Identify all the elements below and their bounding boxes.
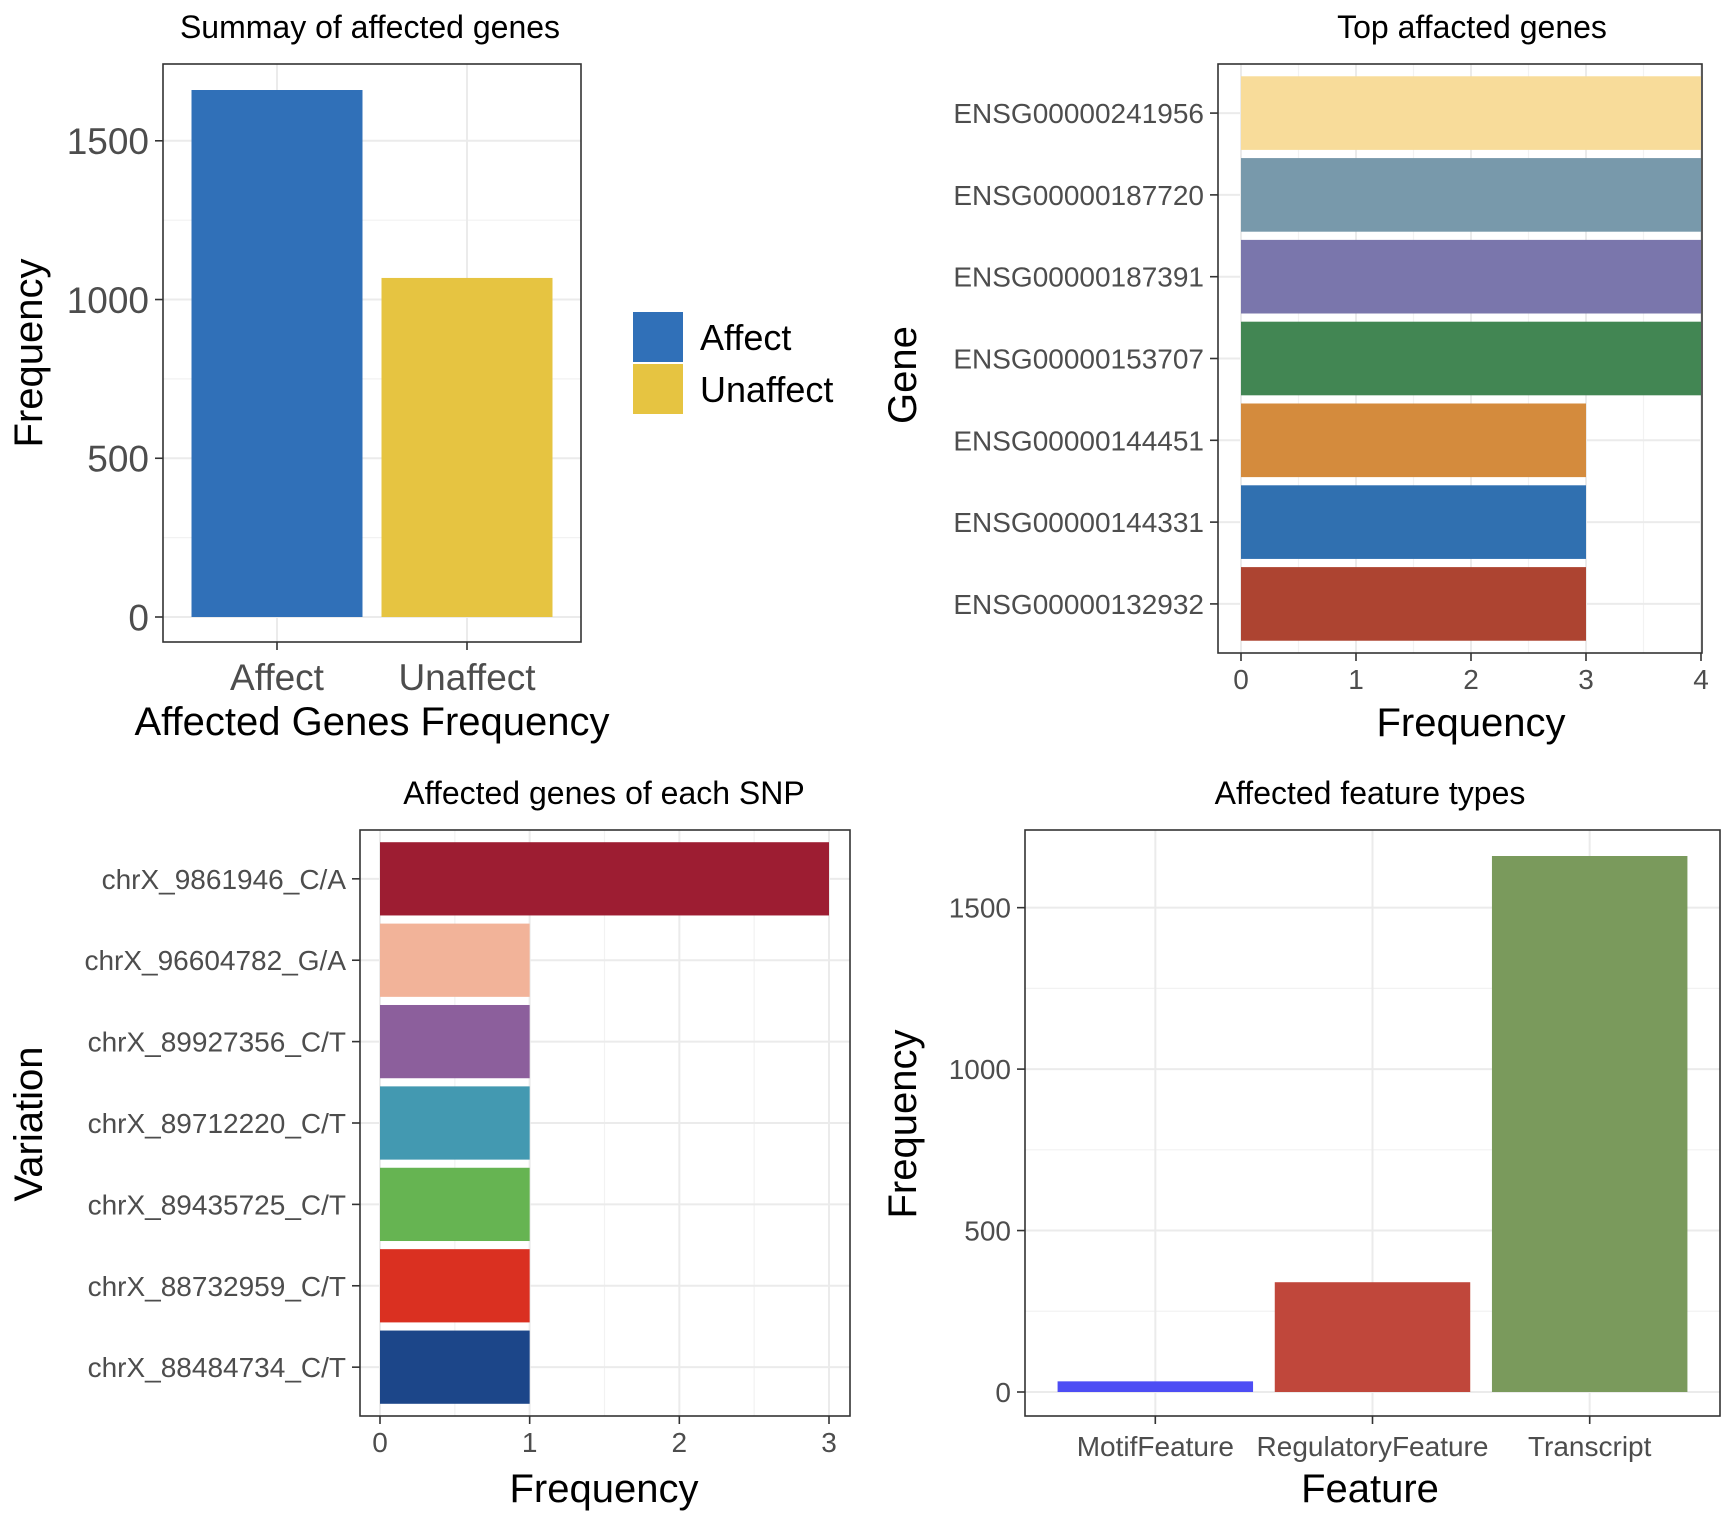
- chart-summary-x-axis-title: Affected Genes Frequency: [134, 700, 609, 744]
- bar-ensg00000153707: [1241, 321, 1701, 396]
- chart-summary-x-ticks: Affect Unaffect: [230, 642, 536, 698]
- x-tick-label: 3: [1578, 664, 1594, 695]
- chart-snp-genes-bars: [380, 842, 829, 1404]
- chart-feature-types-y-ticks: 0 500 1000 1500: [949, 893, 1025, 1408]
- chart-snp-genes-y-ticks: chrX_9861946_C/A chrX_96604782_G/A chrX_89…: [84, 864, 360, 1383]
- chart-summary-panel-border: [162, 63, 582, 643]
- chart-summary-y-ticks: 0 500 1000 1500: [67, 121, 163, 638]
- x-tick-label-transcript: Transcript: [1528, 1431, 1652, 1462]
- chart-feature-types-bars: [1057, 856, 1688, 1392]
- y-tick-label: 500: [87, 439, 149, 480]
- chart-top-genes-x-ticks: 0 1 2 3 4: [1233, 653, 1709, 695]
- y-tick-label-ensg00000187720: ENSG00000187720: [953, 180, 1204, 211]
- y-tick-label-chrx-89712220-c-t: chrX_89712220_C/T: [88, 1108, 346, 1139]
- chart-top-genes-title: Top affacted genes: [1337, 9, 1607, 45]
- bar-chrx-9861946-c-a: [380, 842, 829, 916]
- chart-snp-genes-y-axis-title: Variation: [7, 1047, 51, 1202]
- y-tick-label-chrx-88732959-c-t: chrX_88732959_C/T: [88, 1271, 346, 1302]
- y-tick-label-chrx-96604782-g-a: chrX_96604782_G/A: [84, 945, 346, 976]
- chart-summary-y-axis-title: Frequency: [7, 259, 51, 448]
- y-tick-label: 0: [995, 1377, 1011, 1408]
- bar-chrx-96604782-g-a: [380, 923, 530, 997]
- chart-feature-types: Affected feature types 0 500 1000 1500 Moti…: [881, 775, 1721, 1511]
- bar-chrx-88484734-c-t: [380, 1330, 530, 1404]
- chart-feature-types-x-ticks: MotifFeature RegulatoryFeature Transcript: [1077, 1416, 1652, 1462]
- bar-ensg00000144451: [1241, 403, 1586, 478]
- y-tick-label: 500: [964, 1216, 1011, 1247]
- y-tick-label-ensg00000241956: ENSG00000241956: [953, 98, 1204, 129]
- bar-chrx-89712220-c-t: [380, 1086, 530, 1160]
- x-tick-label: 2: [672, 1427, 688, 1458]
- x-tick-label-unaffect: Unaffect: [398, 657, 536, 698]
- chart-snp-genes: Affected genes of each SNP chrX_9861946_…: [7, 775, 851, 1511]
- x-tick-label-regulatoryfeature: RegulatoryFeature: [1257, 1431, 1489, 1462]
- chart-summary-title: Summay of affected genes: [180, 9, 560, 45]
- chart-feature-types-title: Affected feature types: [1215, 775, 1526, 811]
- chart-summary-legend: Affect Unaffect: [633, 312, 833, 414]
- y-tick-label: 1000: [949, 1054, 1011, 1085]
- chart-snp-genes-x-axis-title: Frequency: [510, 1467, 699, 1511]
- bar-ensg00000132932: [1241, 567, 1586, 641]
- bar-chrx-89927356-c-t: [380, 1004, 530, 1079]
- y-tick-label: 1500: [949, 893, 1011, 924]
- chart-top-genes-y-axis-title: Gene: [881, 326, 925, 424]
- x-tick-label-affect: Affect: [230, 657, 325, 698]
- chart-feature-types-x-axis-title: Feature: [1301, 1467, 1439, 1511]
- chart-top-genes-y-ticks: ENSG00000241956 ENSG00000187720 ENSG000001…: [953, 98, 1218, 620]
- chart-top-genes-x-axis-title: Frequency: [1377, 701, 1566, 745]
- y-tick-label: 1000: [67, 280, 149, 321]
- x-tick-label-motiffeature: MotifFeature: [1077, 1431, 1234, 1462]
- y-tick-label-ensg00000187391: ENSG00000187391: [953, 262, 1204, 293]
- x-tick-label: 4: [1693, 664, 1709, 695]
- x-tick-label: 0: [1233, 664, 1249, 695]
- y-tick-label-chrx-89927356-c-t: chrX_89927356_C/T: [88, 1027, 346, 1058]
- legend-label-unaffect: Unaffect: [700, 369, 833, 410]
- bar-ensg00000144331: [1241, 485, 1586, 559]
- x-tick-label: 0: [372, 1427, 388, 1458]
- y-tick-label-chrx-89435725-c-t: chrX_89435725_C/T: [88, 1189, 346, 1220]
- bar-chrx-88732959-c-t: [380, 1249, 530, 1323]
- legend-swatch-affect: [633, 312, 683, 362]
- bar-chrx-89435725-c-t: [380, 1167, 530, 1242]
- y-tick-label-ensg00000132932: ENSG00000132932: [953, 589, 1204, 620]
- y-tick-label: 0: [128, 597, 149, 638]
- bar-affect: [191, 90, 363, 617]
- chart-summary-bars: [191, 90, 553, 617]
- y-tick-label: 1500: [67, 121, 149, 162]
- chart-top-genes: Top affacted genes ENSG00000241956ENSG00…: [881, 9, 1709, 745]
- x-tick-label: 1: [1348, 664, 1364, 695]
- chart-snp-genes-title: Affected genes of each SNP: [403, 775, 804, 811]
- bar-ensg00000187720: [1241, 158, 1701, 232]
- legend-label-affect: Affect: [700, 317, 791, 358]
- x-tick-label: 3: [821, 1427, 837, 1458]
- chart-top-genes-bars: [1241, 76, 1701, 641]
- bar-ensg00000187391: [1241, 239, 1701, 314]
- bar-ensg00000241956: [1241, 76, 1701, 150]
- y-tick-label-chrx-88484734-c-t: chrX_88484734_C/T: [88, 1352, 346, 1383]
- chart-snp-genes-x-ticks: 0 1 2 3: [372, 1416, 837, 1458]
- y-tick-label-ensg00000144451: ENSG00000144451: [953, 425, 1204, 456]
- x-tick-label: 2: [1463, 664, 1479, 695]
- bar-motiffeature: [1057, 1381, 1254, 1392]
- chart-feature-types-y-axis-title: Frequency: [881, 1030, 925, 1219]
- bar-transcript: [1491, 856, 1688, 1392]
- y-tick-label-ensg00000144331: ENSG00000144331: [953, 507, 1204, 538]
- x-tick-label: 1: [522, 1427, 538, 1458]
- legend-swatch-unaffect: [633, 364, 683, 414]
- y-tick-label-chrx-9861946-c-a: chrX_9861946_C/A: [102, 864, 347, 895]
- y-tick-label-ensg00000153707: ENSG00000153707: [953, 344, 1204, 375]
- bar-regulatoryfeature: [1274, 1282, 1471, 1392]
- chart-summary: Summay of affected genes 0 500 1000 1500 Af…: [7, 9, 833, 744]
- bar-unaffect: [381, 277, 553, 617]
